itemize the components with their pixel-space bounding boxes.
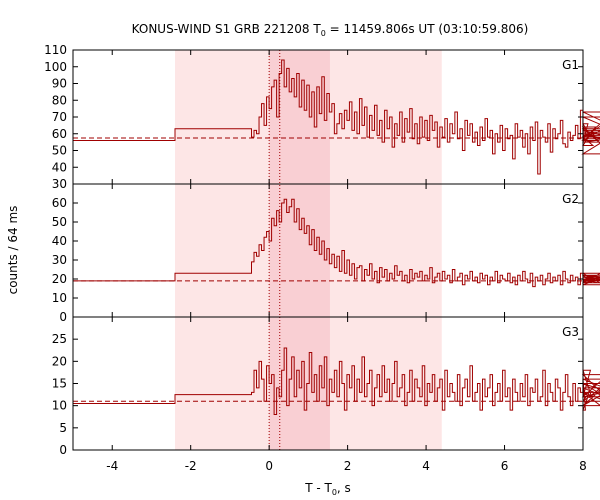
x-axis-label-main: T - T (304, 481, 332, 495)
x-axis-label-rest: , s (337, 481, 351, 495)
x-tick-label: 6 (501, 459, 509, 473)
y-tick-label-g2: 0 (59, 310, 67, 324)
y-tick-label-g2: 10 (52, 291, 67, 305)
light-curve-g2 (73, 198, 600, 288)
y-tick-label-g3: 20 (52, 354, 67, 368)
x-axis-label-subscript: 0 (332, 488, 337, 497)
panel-label-g2: G2 (562, 192, 579, 206)
y-tick-label-g1: 40 (52, 160, 67, 174)
light-curve-g1 (73, 59, 600, 175)
x-tick-label: -4 (106, 459, 118, 473)
y-tick-label-g1: 100 (44, 60, 67, 74)
x-axis-label: T - T0, s (304, 481, 351, 497)
y-tick-label-g1: 60 (52, 127, 67, 141)
chart-title-main: KONUS-WIND S1 GRB 221208 T (132, 22, 322, 36)
panel-label-g3: G3 (562, 325, 579, 339)
y-tick-label-g2: 20 (52, 272, 67, 286)
y-tick-label-g1: 50 (52, 144, 67, 158)
y-tick-label-g1: 80 (52, 93, 67, 107)
x-tick-label: 2 (344, 459, 352, 473)
y-tick-label-g3: 0 (59, 443, 67, 457)
y-tick-label-g2: 50 (52, 215, 67, 229)
shade-interval-dark (269, 50, 330, 450)
y-tick-label-g1: 90 (52, 77, 67, 91)
y-tick-label-g1: 30 (52, 177, 67, 191)
y-tick-label-g2: 40 (52, 234, 67, 248)
shaded-intervals (175, 50, 442, 450)
y-tick-label-g2: 60 (52, 196, 67, 210)
light-curve-g3 (73, 347, 600, 416)
y-tick-label-g3: 15 (52, 377, 67, 391)
panel-label-g1: G1 (562, 58, 579, 72)
y-tick-label-g3: 5 (59, 421, 67, 435)
y-tick-label-g3: 10 (52, 399, 67, 413)
chart-title-rest: = 11459.806s UT (03:10:59.806) (326, 22, 529, 36)
x-tick-label: 4 (422, 459, 430, 473)
y-axis-label: counts / 64 ms (6, 206, 20, 295)
x-tick-label: 0 (265, 459, 273, 473)
light-curves (73, 59, 600, 416)
x-tick-label: -2 (185, 459, 197, 473)
axis-ticks (73, 49, 584, 451)
chart-title: KONUS-WIND S1 GRB 221208 T0 = 11459.806s… (132, 22, 529, 38)
y-tick-label-g2: 30 (52, 253, 67, 267)
y-tick-label-g3: 25 (52, 332, 67, 346)
chart-title-subscript: 0 (321, 29, 326, 38)
y-tick-label-g1: 110 (44, 43, 67, 57)
x-tick-label: 8 (579, 459, 587, 473)
y-tick-label-g1: 70 (52, 110, 67, 124)
